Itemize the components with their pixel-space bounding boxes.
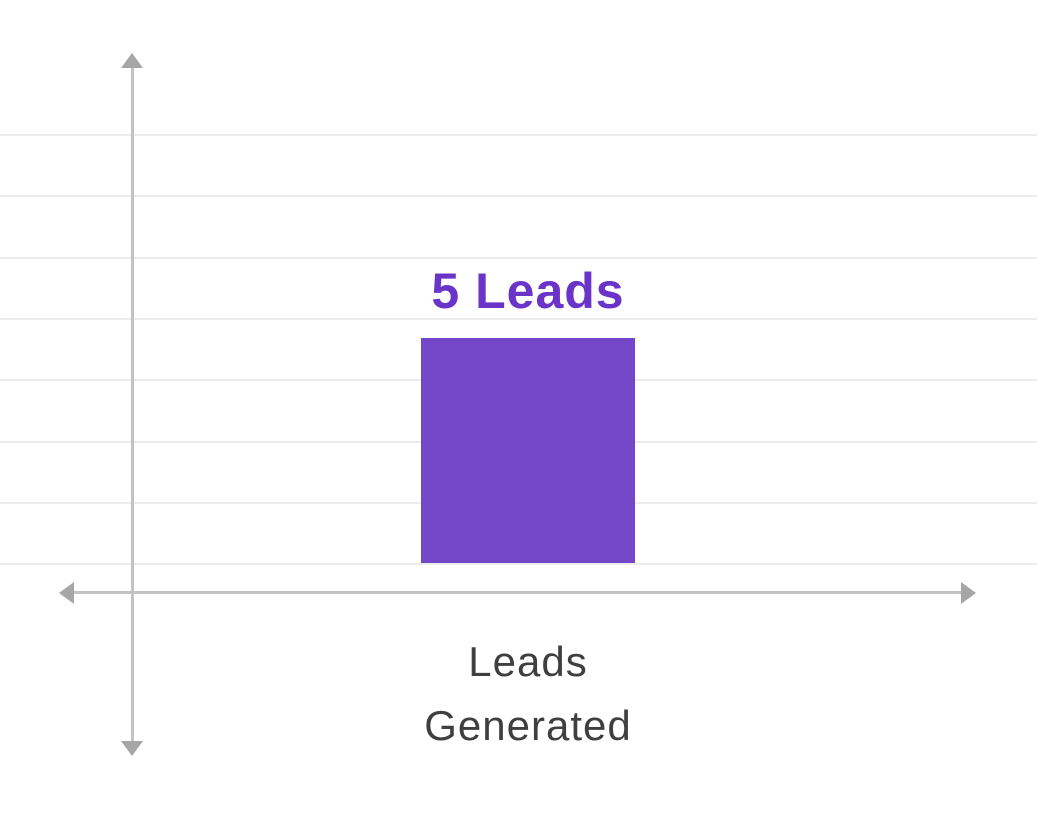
x-axis-right-arrow-icon <box>961 582 976 604</box>
x-axis <box>70 591 962 594</box>
gridline <box>0 318 1037 320</box>
y-axis-down-arrow-icon <box>121 741 143 756</box>
category-label-line-2: Generated <box>424 701 632 749</box>
gridline <box>0 134 1037 136</box>
gridline <box>0 563 1037 565</box>
x-axis-left-arrow-icon <box>59 582 74 604</box>
y-axis-up-arrow-icon <box>121 53 143 68</box>
y-axis <box>131 66 134 746</box>
category-label: Leads Generated <box>328 630 728 758</box>
gridline <box>0 257 1037 259</box>
bar-value-label: 5 Leads <box>431 263 625 319</box>
bar-leads-generated <box>421 338 635 563</box>
category-label-line-1: Leads <box>468 638 588 685</box>
gridline <box>0 195 1037 197</box>
